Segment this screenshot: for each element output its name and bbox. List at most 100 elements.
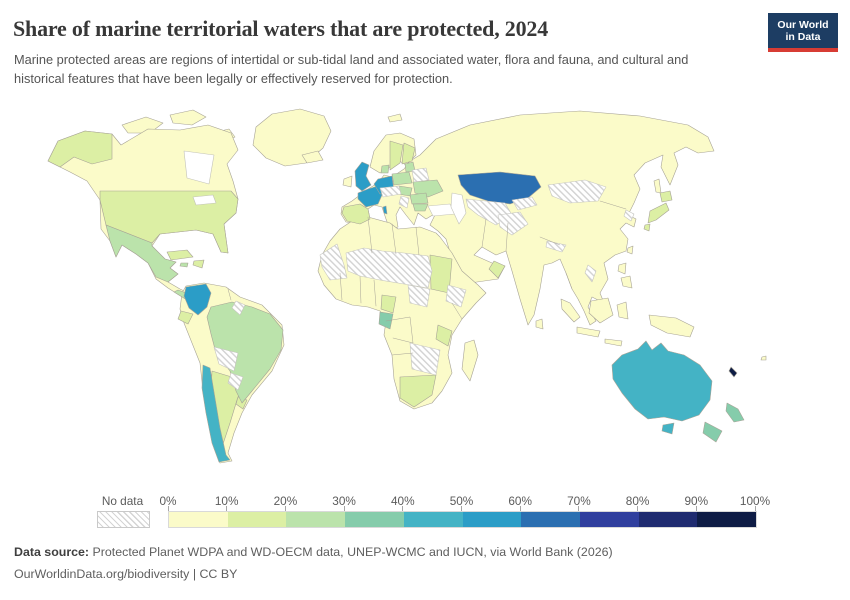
country-zambia-zimbabwe-botswana[interactable] (409, 342, 441, 376)
legend-tick-labels: 0% 10% 20% 30% 40% 50% 60% 70% 80% 90% 100% (159, 494, 770, 508)
legend-segment-40-50%[interactable] (403, 512, 463, 527)
country-bolivia[interactable] (213, 346, 239, 372)
legend-segment-60-70%[interactable] (521, 512, 580, 527)
country-mali-niger-chad[interactable] (345, 247, 433, 289)
legend-tick-label: 50% (449, 494, 474, 508)
country-dominican-republic[interactable] (192, 259, 205, 269)
country-north-korea[interactable] (623, 209, 635, 222)
license-line[interactable]: OurWorldinData.org/biodiversity | CC BY (14, 567, 238, 581)
legend-tick-label: 70% (567, 494, 591, 508)
country-philippines[interactable] (617, 262, 627, 275)
island-svalbard[interactable] (387, 113, 403, 123)
country-south-sudan-car[interactable] (407, 284, 431, 308)
continent-eurasia[interactable] (340, 110, 715, 326)
country-new-caledonia[interactable] (728, 366, 738, 378)
island-new-guinea[interactable] (648, 314, 695, 338)
country-belarus[interactable] (411, 167, 430, 183)
country-border (227, 288, 232, 301)
island-fiji[interactable] (760, 355, 767, 361)
legend-segment-90-100%[interactable] (697, 512, 757, 527)
country-ecuador[interactable] (177, 310, 194, 325)
country-nepal[interactable] (545, 240, 567, 253)
map-legend: No data 0% 10% 20% 30% 40% 50% 60% 70% 80% 90% 100… (0, 494, 850, 530)
page-title: Share of marine territorial waters that … (13, 16, 548, 41)
region-tasmania[interactable] (661, 422, 675, 435)
country-philippines[interactable] (620, 275, 633, 289)
legend-tick-mark (226, 506, 228, 511)
country-mongolia[interactable] (547, 179, 607, 204)
country-guyana-french-guiana[interactable] (231, 300, 246, 316)
data-source-text: Protected Planet WDPA and WD-OECM data, … (89, 545, 613, 559)
country-czechia-austria[interactable] (379, 185, 402, 198)
island-sumatra[interactable] (560, 298, 581, 323)
country-serbia[interactable] (398, 195, 410, 209)
country-border (505, 222, 509, 252)
country-iceland[interactable] (301, 150, 324, 164)
owid-logo[interactable]: Our World in Data (768, 13, 838, 48)
country-cameroon[interactable] (380, 294, 397, 314)
country-brazil[interactable] (206, 301, 284, 404)
legend-segment-80-90%[interactable] (638, 512, 698, 527)
island-borneo[interactable] (588, 297, 614, 324)
country-ukraine[interactable] (412, 179, 444, 198)
country-japan[interactable] (659, 190, 673, 203)
country-sri-lanka[interactable] (535, 318, 544, 330)
legend-color-bar[interactable] (168, 511, 757, 528)
country-jamaica[interactable] (179, 262, 189, 268)
country-japan[interactable] (643, 223, 651, 232)
island-sulawesi[interactable] (616, 301, 629, 320)
island-sakhalin[interactable] (653, 178, 662, 194)
country-ethiopia[interactable] (445, 284, 467, 308)
legend-segment-30-40%[interactable] (345, 512, 404, 527)
country-tanzania[interactable] (435, 324, 453, 347)
legend-tick-mark (284, 506, 286, 511)
country-chile[interactable] (201, 364, 231, 463)
country-cuba[interactable] (166, 249, 194, 261)
country-south-africa[interactable] (399, 374, 437, 408)
country-border (373, 279, 377, 307)
country-finland[interactable] (401, 142, 416, 165)
country-paraguay[interactable] (227, 372, 244, 391)
country-sweden[interactable] (389, 140, 404, 171)
country-laos[interactable] (584, 264, 597, 283)
legend-segment-0-10%[interactable] (169, 512, 228, 527)
region-alaska[interactable] (47, 130, 113, 168)
no-data-swatch[interactable] (97, 511, 150, 528)
country-japan[interactable] (647, 202, 670, 224)
legend-segment-20-30%[interactable] (286, 512, 346, 527)
country-france[interactable] (357, 185, 383, 208)
country-border (599, 200, 627, 210)
country-taiwan[interactable] (626, 245, 634, 255)
country-new-zealand[interactable] (702, 421, 723, 443)
arctic-island[interactable] (169, 109, 207, 126)
country-oman[interactable] (488, 260, 506, 279)
country-western-sahara-mauritania[interactable] (319, 243, 348, 281)
country-madagascar[interactable] (461, 339, 479, 382)
country-afghanistan[interactable] (497, 211, 529, 236)
country-denmark[interactable] (380, 164, 390, 174)
country-ireland[interactable] (342, 175, 353, 188)
country-spain[interactable] (341, 203, 371, 225)
country-poland[interactable] (391, 171, 413, 186)
country-australia[interactable] (611, 340, 713, 422)
country-mexico[interactable] (105, 224, 179, 283)
country-border (481, 218, 487, 248)
country-new-zealand[interactable] (725, 402, 745, 423)
legend-segment-10-20%[interactable] (227, 512, 287, 527)
country-united-kingdom[interactable] (354, 161, 372, 192)
country-border (359, 275, 362, 304)
legend-segment-50-60%[interactable] (462, 512, 522, 527)
country-border (391, 352, 414, 356)
country-greenland[interactable] (252, 108, 332, 167)
island-lesser-sunda[interactable] (604, 338, 623, 347)
legend-tick-mark (402, 506, 404, 511)
country-colombia[interactable] (183, 283, 212, 316)
region-corsica[interactable] (382, 205, 388, 215)
island-java[interactable] (576, 326, 601, 338)
country-gabon[interactable] (378, 311, 394, 330)
legend-segment-70-80%[interactable] (579, 512, 639, 527)
country-kyrgyzstan-tajikistan[interactable] (511, 196, 538, 211)
country-romania[interactable] (409, 192, 429, 205)
logo-line-1: Our World (777, 18, 829, 31)
country-bulgaria[interactable] (412, 203, 429, 212)
